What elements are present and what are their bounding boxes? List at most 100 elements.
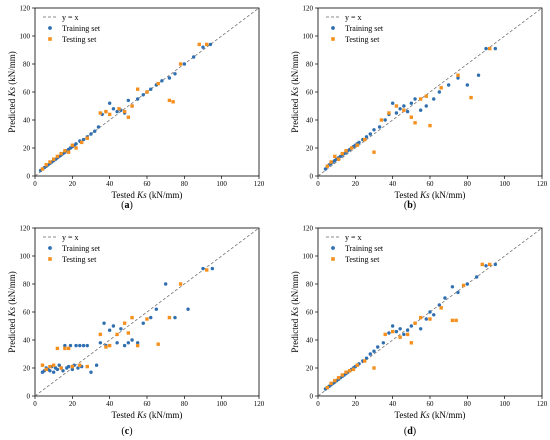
panel-b: 0 20 40 60 80 100 120 0 20 40 60 80 100 120 Tested Ks …: [290, 5, 548, 201]
testing-point: [117, 107, 121, 111]
legend-training-swatch: [331, 246, 335, 250]
y-axis-label: Predicted Ks (kN/mm): [7, 51, 17, 133]
testing-point: [79, 140, 84, 145]
testing-point: [428, 123, 432, 128]
training-point: [394, 111, 399, 115]
testing-point: [156, 342, 160, 346]
training-point: [443, 296, 447, 300]
testing-point: [348, 369, 352, 373]
training-point: [424, 104, 428, 108]
testing-point: [413, 121, 417, 125]
y-tick-label: 60: [23, 309, 31, 317]
training-point: [323, 167, 328, 171]
y-tick-label: 60: [306, 309, 314, 317]
testing-point: [167, 315, 172, 320]
testing-point: [405, 332, 410, 337]
panel-caption-d: (d): [404, 426, 416, 437]
testing-point: [329, 381, 333, 386]
training-point: [74, 142, 78, 146]
testing-point: [197, 42, 201, 47]
testing-point: [135, 87, 140, 91]
x-tick-label: 40: [106, 180, 114, 188]
training-point: [76, 366, 80, 370]
testing-point: [74, 146, 78, 150]
training-point: [135, 341, 140, 345]
training-point: [61, 369, 65, 373]
legend-testing-swatch: [331, 257, 335, 261]
training-point: [173, 72, 177, 76]
panel-a: 0 20 40 60 80 100 120 0 20 40 60 80 100 120 Tested Ks …: [7, 5, 265, 201]
training-point: [107, 328, 112, 332]
y-tick-label: 0: [310, 393, 314, 401]
legend: y = x Training set Testing set: [326, 13, 384, 44]
training-point: [135, 97, 140, 101]
testing-point: [130, 315, 134, 320]
testing-point: [439, 306, 443, 310]
training-point: [398, 107, 402, 111]
training-point: [405, 109, 410, 114]
training-point: [376, 345, 380, 349]
training-point: [63, 343, 67, 348]
training-point: [381, 341, 386, 345]
testing-series: [40, 268, 209, 372]
testing-point: [104, 109, 108, 114]
testing-point: [424, 94, 428, 98]
testing-point: [387, 111, 391, 115]
x-tick-label: 60: [144, 180, 152, 188]
testing-point: [355, 363, 359, 367]
training-point: [130, 338, 134, 342]
testing-point: [66, 150, 71, 154]
testing-point: [122, 321, 127, 325]
testing-point: [178, 62, 183, 66]
x-tick-label: 120: [537, 180, 548, 188]
training-point: [402, 104, 406, 108]
panel-c: 0 20 40 60 80 100 120 0 20 40 60 80 100 120 Tested Ks …: [7, 225, 265, 421]
training-point: [368, 132, 372, 136]
training-point: [81, 137, 86, 142]
training-point: [173, 315, 177, 320]
y-tick-label: 80: [306, 281, 314, 289]
identity-line: [34, 227, 260, 397]
testing-point: [126, 115, 131, 119]
y-tick-label: 60: [306, 89, 314, 97]
training-point: [81, 343, 86, 348]
testing-point: [48, 160, 52, 164]
y-tick-label: 40: [23, 117, 31, 125]
training-point: [409, 101, 414, 105]
y-tick-label: 60: [23, 89, 31, 97]
training-point: [126, 98, 131, 103]
testing-point: [107, 112, 112, 117]
x-tick-label: 20: [352, 400, 360, 408]
training-point: [432, 97, 436, 101]
training-point: [141, 93, 145, 97]
x-tick-label: 0: [316, 400, 320, 408]
testing-point: [488, 46, 492, 51]
training-point: [377, 125, 382, 129]
training-point: [182, 62, 187, 66]
testing-point: [59, 366, 63, 370]
x-tick-label: 40: [389, 400, 397, 408]
x-tick-label: 100: [216, 180, 227, 188]
testing-point: [167, 98, 172, 103]
testing-point: [409, 341, 414, 345]
y-tick-label: 20: [306, 145, 314, 153]
testing-point: [398, 335, 402, 339]
training-point: [57, 363, 61, 367]
testing-point: [329, 160, 333, 164]
x-tick-label: 0: [33, 400, 37, 408]
training-point: [89, 370, 93, 374]
testing-point: [145, 317, 149, 321]
testing-point: [362, 137, 367, 142]
training-point: [111, 324, 116, 328]
legend-label-testing: Testing set: [62, 35, 97, 44]
panel-d: 0 20 40 60 80 100 120 0 20 40 60 80 100 120 Tested Ks …: [290, 225, 548, 421]
training-point: [154, 307, 159, 311]
y-tick-label: 0: [310, 173, 314, 181]
y-tick-label: 120: [20, 5, 31, 13]
training-point: [465, 83, 470, 87]
legend-testing-swatch: [48, 257, 52, 261]
testing-point: [145, 90, 149, 94]
legend-label-testing: Testing set: [62, 255, 97, 264]
legend-label-training: Training set: [62, 244, 101, 253]
testing-point: [355, 143, 359, 147]
